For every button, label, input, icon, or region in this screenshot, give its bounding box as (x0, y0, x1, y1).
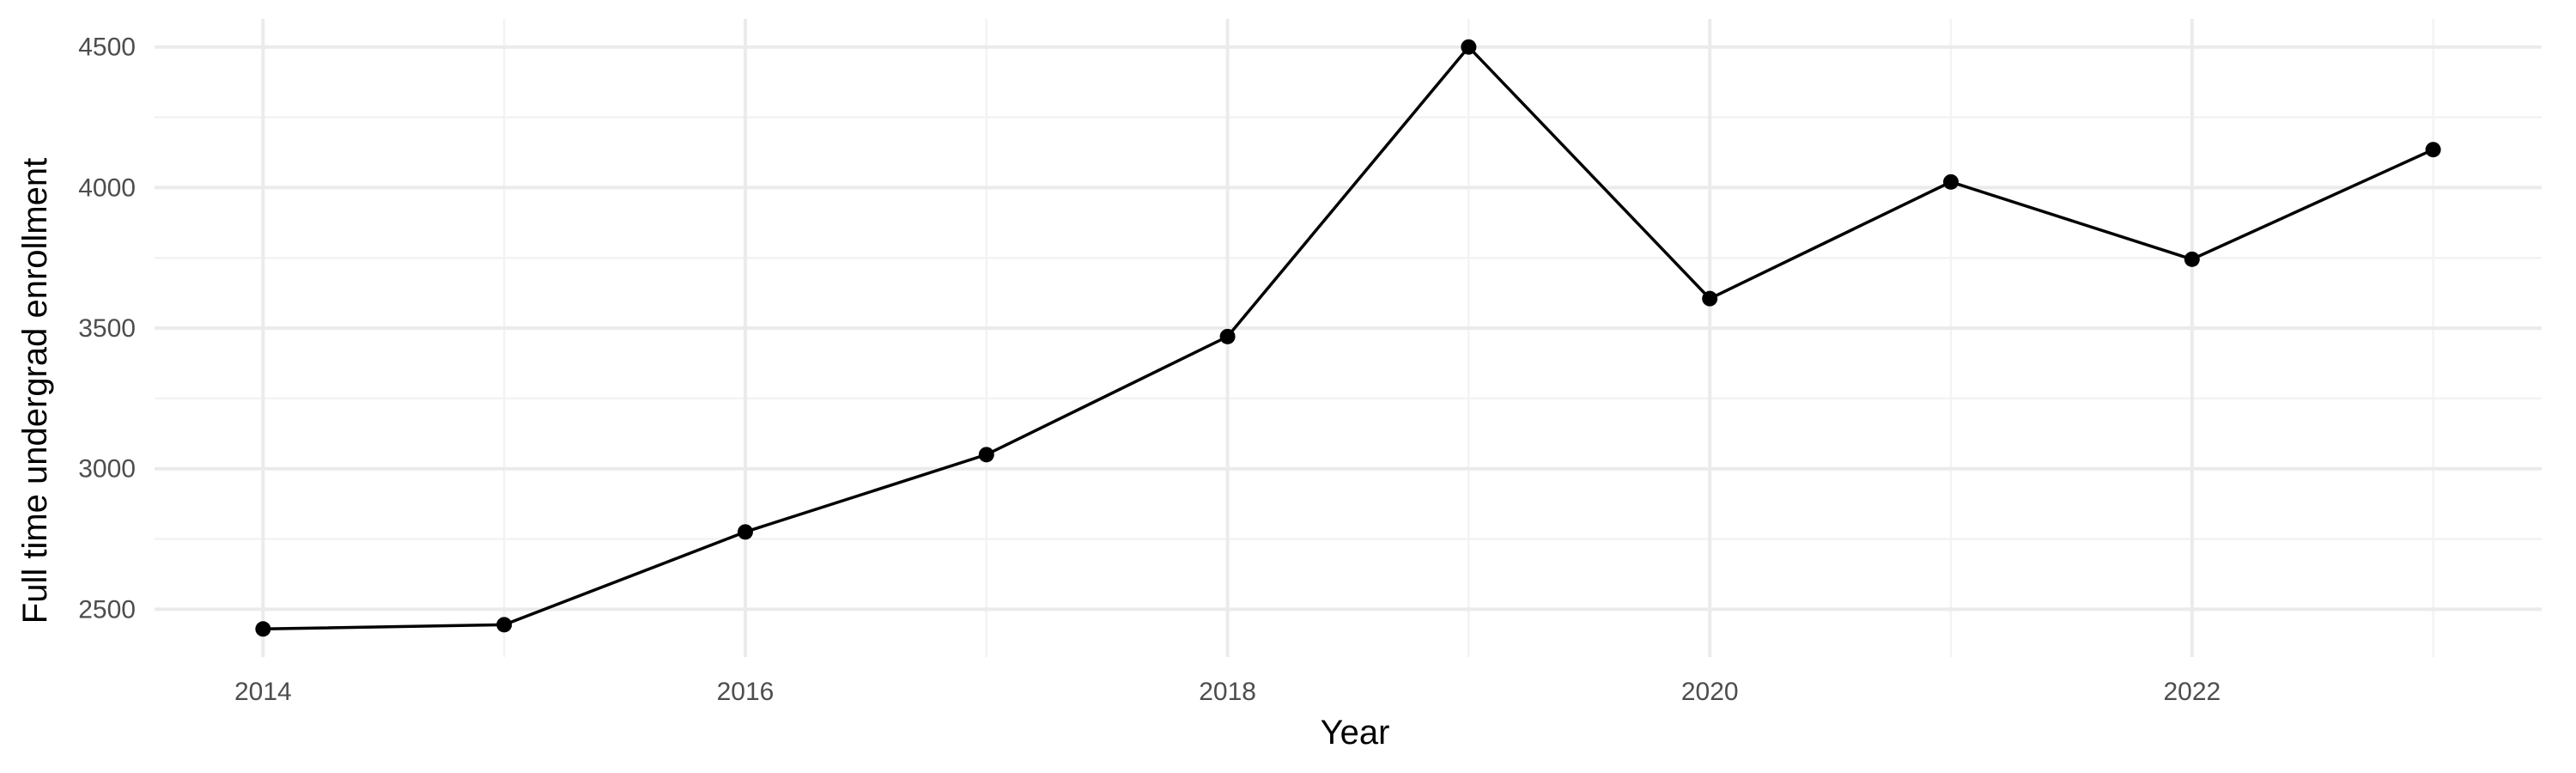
y-tick-label: 2500 (78, 595, 136, 624)
y-tick-label: 3500 (78, 314, 136, 343)
data-point (1943, 173, 1959, 190)
y-tick-label: 3000 (78, 455, 136, 484)
y-axis-tick-labels: 2500 3000 3500 4000 4500 (78, 33, 136, 624)
data-point (255, 621, 271, 637)
series-line (263, 45, 2434, 631)
data-point (1702, 290, 1718, 307)
x-tick-label: 2020 (1681, 678, 1739, 706)
data-point (496, 617, 513, 633)
x-tick-label: 2016 (717, 678, 775, 706)
data-point (1461, 39, 1477, 55)
data-point (978, 447, 994, 463)
x-axis-tick-labels: 2014 2016 2018 2020 2022 (234, 678, 2221, 706)
x-tick-label: 2018 (1199, 678, 1256, 706)
y-tick-label: 4000 (78, 173, 136, 202)
y-tick-label: 4500 (78, 33, 136, 62)
data-point (2425, 142, 2441, 158)
data-points (255, 39, 2441, 637)
x-tick-label: 2014 (234, 678, 292, 706)
x-axis-title: Year (1321, 714, 1390, 752)
y-axis-title: Full time undergrad enrollment (16, 158, 54, 624)
data-point (1219, 328, 1236, 344)
major-gridlines (155, 19, 2542, 657)
data-point (737, 524, 753, 540)
enrollment-series (263, 45, 2434, 631)
minor-gridlines (155, 19, 2542, 657)
data-point (2184, 251, 2200, 267)
x-tick-label: 2022 (2163, 678, 2221, 706)
